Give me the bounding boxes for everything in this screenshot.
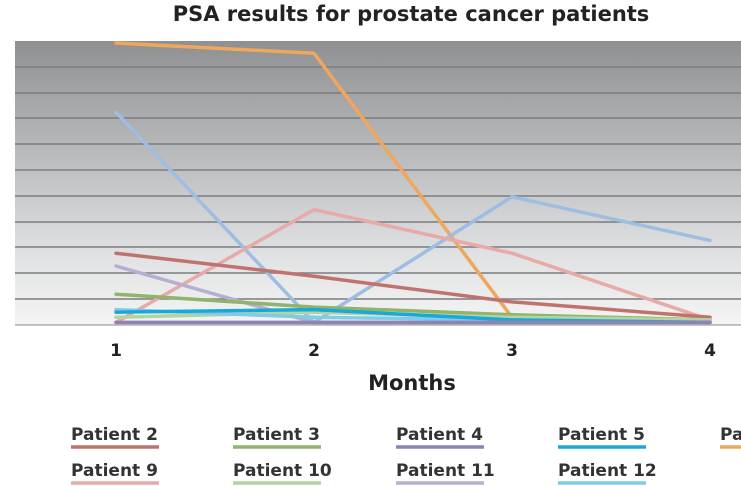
x-tick-label: 3 xyxy=(506,341,518,361)
legend-label: Patient 5 xyxy=(558,425,645,445)
legend-item: Pa xyxy=(720,425,741,449)
legend: Patient 2 Patient 3 Patient 4 Patient 5 Pa Pa… xyxy=(71,425,741,485)
legend-label: Patient 12 xyxy=(558,461,657,481)
x-axis-label: Months xyxy=(368,371,456,395)
legend-item: Patient 11 xyxy=(396,461,495,485)
legend-item: Patient 4 xyxy=(396,425,484,449)
legend-label: Patient 4 xyxy=(396,425,483,445)
legend-label: Pa xyxy=(720,425,741,445)
chart-title: PSA results for prostate cancer patients xyxy=(173,2,650,26)
x-tick-label: 4 xyxy=(704,341,716,361)
legend-item: Patient 5 xyxy=(558,425,646,449)
legend-item: Patient 2 xyxy=(71,425,159,449)
legend-item: Patient 3 xyxy=(233,425,321,449)
plot-area xyxy=(15,41,741,325)
x-tick-label: 1 xyxy=(110,341,122,361)
x-tick-layer: 1 2 3 4 xyxy=(110,341,716,361)
series-line-patient-2 xyxy=(114,251,712,320)
legend-item: Patient 12 xyxy=(558,461,657,485)
legend-label: Patient 9 xyxy=(71,461,158,481)
legend-label: Patient 3 xyxy=(233,425,320,445)
series-layer xyxy=(114,41,712,325)
x-tick-label: 2 xyxy=(308,341,320,361)
legend-label: Patient 10 xyxy=(233,461,332,481)
legend-item: Patient 9 xyxy=(71,461,159,485)
legend-item: Patient 10 xyxy=(233,461,332,485)
series-line-unlabeled xyxy=(114,110,712,325)
legend-label: Patient 2 xyxy=(71,425,158,445)
legend-label: Patient 11 xyxy=(396,461,495,481)
